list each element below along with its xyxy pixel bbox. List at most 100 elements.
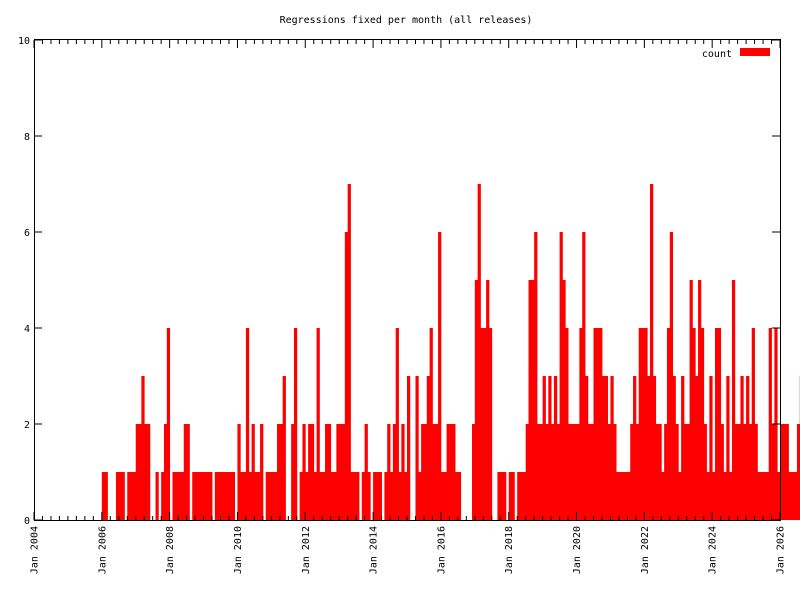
bar bbox=[655, 424, 659, 520]
bar bbox=[310, 424, 315, 520]
bar bbox=[534, 232, 538, 520]
bar bbox=[497, 472, 501, 520]
bar bbox=[613, 424, 617, 520]
bar bbox=[791, 472, 795, 520]
bar bbox=[339, 424, 343, 520]
bar bbox=[141, 376, 145, 520]
bar bbox=[147, 424, 151, 520]
legend: count bbox=[702, 48, 770, 60]
bar bbox=[455, 472, 459, 520]
bar bbox=[579, 328, 583, 520]
bar bbox=[551, 424, 555, 520]
bar bbox=[712, 472, 716, 520]
bar bbox=[155, 472, 159, 520]
bar bbox=[661, 472, 665, 520]
bar bbox=[723, 472, 727, 520]
bar bbox=[576, 424, 580, 520]
bar bbox=[610, 376, 614, 520]
bar bbox=[350, 472, 354, 520]
bar bbox=[715, 328, 719, 520]
bar bbox=[161, 472, 165, 520]
bar bbox=[517, 472, 521, 520]
bar bbox=[390, 472, 394, 520]
bar bbox=[384, 472, 388, 520]
bar bbox=[423, 424, 428, 520]
bar bbox=[197, 472, 202, 520]
bar bbox=[228, 472, 233, 520]
bar bbox=[508, 472, 512, 520]
bar bbox=[593, 328, 597, 520]
x-tick-label: Jan 2008 bbox=[165, 526, 176, 574]
bar bbox=[240, 472, 244, 520]
bar bbox=[650, 184, 654, 520]
bar bbox=[734, 424, 739, 520]
bar bbox=[130, 472, 134, 520]
bar bbox=[392, 424, 397, 520]
bar bbox=[695, 376, 699, 520]
bar bbox=[361, 472, 366, 520]
bar bbox=[347, 184, 351, 520]
bar bbox=[669, 232, 674, 520]
bar bbox=[206, 472, 210, 520]
bar bbox=[474, 280, 479, 520]
bar bbox=[203, 472, 207, 520]
bar bbox=[353, 472, 357, 520]
bar bbox=[209, 472, 213, 520]
chart-title: Regressions fixed per month (all release… bbox=[280, 15, 533, 26]
bar bbox=[245, 328, 250, 520]
bar bbox=[746, 376, 750, 520]
bar bbox=[223, 472, 227, 520]
bar bbox=[257, 472, 261, 520]
bar bbox=[565, 328, 569, 520]
bar bbox=[452, 424, 456, 520]
bar bbox=[627, 472, 631, 520]
bar bbox=[483, 328, 487, 520]
bar bbox=[344, 232, 349, 520]
bar bbox=[426, 376, 431, 520]
bar bbox=[763, 472, 767, 520]
bar bbox=[652, 376, 657, 520]
bar bbox=[407, 376, 411, 520]
bar bbox=[782, 424, 787, 520]
bar bbox=[367, 472, 371, 520]
x-tick-label: Jan 2006 bbox=[97, 526, 108, 574]
bar bbox=[243, 472, 247, 520]
bar bbox=[720, 424, 724, 520]
bar bbox=[706, 472, 710, 520]
bar bbox=[279, 424, 284, 520]
bar bbox=[641, 328, 645, 520]
bar bbox=[768, 328, 772, 520]
bar bbox=[635, 424, 640, 520]
bar bbox=[254, 472, 258, 520]
bar bbox=[700, 328, 705, 520]
bar bbox=[531, 280, 535, 520]
bar bbox=[777, 472, 781, 520]
bar bbox=[200, 472, 204, 520]
bar bbox=[398, 472, 402, 520]
bar bbox=[601, 376, 606, 520]
bar bbox=[135, 424, 139, 520]
bar bbox=[717, 328, 722, 520]
x-tick-label: Jan 2024 bbox=[708, 526, 719, 574]
bar bbox=[647, 376, 651, 520]
bar bbox=[582, 232, 586, 520]
bar bbox=[364, 424, 368, 520]
bar bbox=[231, 472, 236, 520]
bar bbox=[486, 280, 490, 520]
bar bbox=[438, 232, 442, 520]
bar bbox=[418, 472, 422, 520]
bar bbox=[771, 424, 775, 520]
bar bbox=[175, 472, 179, 520]
bar bbox=[299, 472, 303, 520]
bar bbox=[590, 424, 594, 520]
bar bbox=[542, 376, 546, 520]
bar bbox=[683, 424, 688, 520]
bar bbox=[282, 376, 286, 520]
bar bbox=[302, 424, 306, 520]
bar bbox=[293, 328, 298, 520]
bar bbox=[796, 424, 800, 520]
bar bbox=[421, 424, 425, 520]
bar bbox=[104, 472, 108, 520]
bar bbox=[624, 472, 628, 520]
